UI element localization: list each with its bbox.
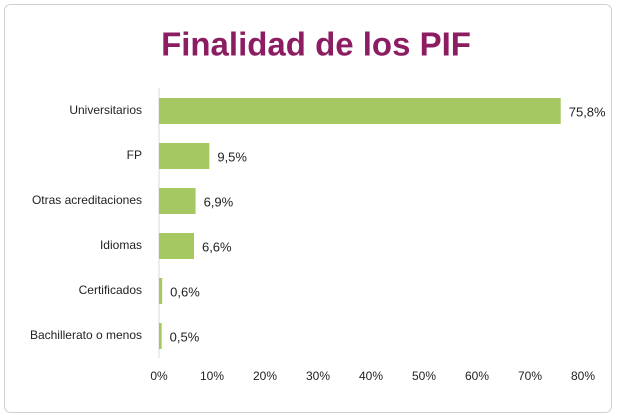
bar [159, 278, 163, 304]
x-tick-label: 50% [412, 369, 436, 383]
x-tick-label: 40% [359, 369, 383, 383]
bar [159, 188, 196, 214]
y-tick-label: Certificados [79, 283, 142, 297]
y-tick-label: Idiomas [100, 238, 142, 252]
x-tick-label: 70% [518, 369, 542, 383]
x-tick-label: 60% [465, 369, 489, 383]
bar [159, 233, 194, 259]
value-label: 0,6% [170, 284, 200, 299]
value-label: 6,6% [202, 239, 232, 254]
x-tick-label: 10% [200, 369, 224, 383]
bar [159, 323, 162, 349]
x-tick-label: 80% [571, 369, 595, 383]
value-label: 9,5% [217, 149, 247, 164]
y-tick-label: Universitarios [69, 103, 142, 117]
y-tick-label: Otras acreditaciones [32, 193, 142, 207]
chart-title: Finalidad de los PIF [161, 26, 471, 63]
bar [159, 98, 561, 124]
y-tick-label: Bachillerato o menos [30, 328, 142, 342]
chart-frame [4, 4, 612, 413]
value-label: 75,8% [569, 104, 606, 119]
bar [159, 143, 210, 169]
value-label: 0,5% [170, 329, 200, 344]
x-tick-label: 20% [253, 369, 277, 383]
value-label: 6,9% [204, 194, 234, 209]
y-tick-label: FP [127, 148, 142, 162]
x-tick-label: 30% [306, 369, 330, 383]
x-tick-label: 0% [150, 369, 168, 383]
